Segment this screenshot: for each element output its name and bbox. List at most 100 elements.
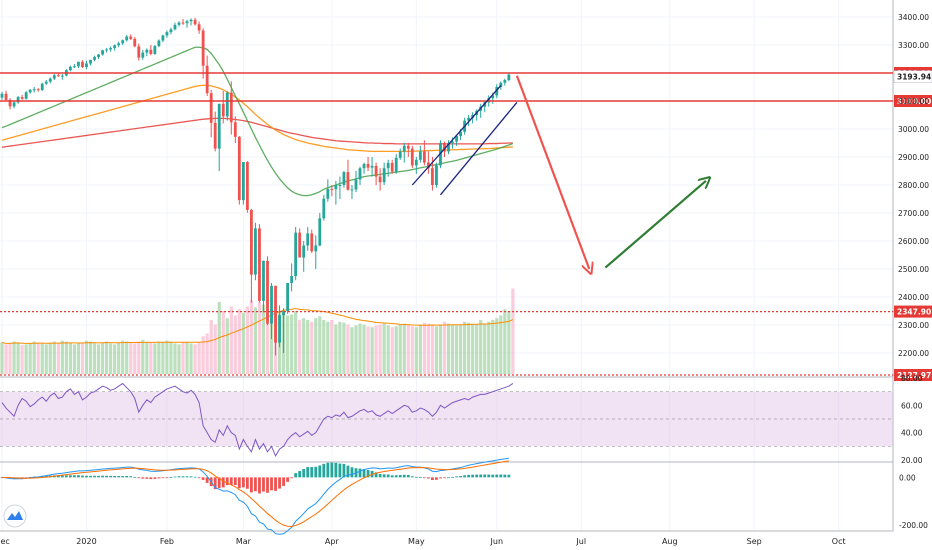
candle [237,136,241,205]
volume-bar [141,339,145,374]
volume-bar [326,321,330,374]
volume-bar [302,318,306,374]
volume-bar [32,341,36,374]
volume-bar [12,341,16,374]
candle [503,78,507,86]
volume-bar [471,323,475,374]
volume-bar [511,288,515,374]
volume-bar [362,324,366,374]
macd-histogram-bar [475,474,479,478]
candle [73,64,76,68]
candle [322,194,326,221]
macd-histogram-bar [431,477,434,481]
macd-histogram-bar [422,477,426,479]
volume-bar [458,324,463,374]
volume-bar [84,340,89,374]
macd-histogram-bar [374,472,378,478]
volume-bar [233,315,237,374]
candle [298,228,302,258]
rsi-tick-label: 40.00 [901,429,923,438]
candle [342,171,346,188]
tradingview-logo[interactable] [3,504,27,528]
macd-histogram-bar [258,477,261,494]
candle [426,151,430,174]
volume-bar [414,327,418,374]
candle [338,176,342,199]
candle [410,145,414,169]
price-tick-label: 2900.00 [898,153,929,162]
macd-histogram-bar [249,477,253,493]
candle [499,81,503,90]
volume-bar [16,342,20,374]
macd-histogram-bar [298,471,302,478]
macd-histogram-bar [414,476,418,478]
candle [93,55,96,62]
candle [262,260,265,313]
volume-bar [438,324,443,374]
macd-histogram-bar [85,475,88,478]
volume-bar [434,326,439,374]
macd-histogram-bar [266,477,269,493]
price-tick-label: 3400.00 [898,13,929,22]
date-tick-label: Aug [662,537,678,546]
macd-histogram-bar [410,476,414,478]
volume-bar [358,323,362,374]
macd-histogram-bar [342,463,346,478]
volume-bar [8,343,12,374]
forecast-arrows [515,75,706,269]
candle [109,46,113,52]
candle [435,162,438,188]
candle [386,159,390,177]
macd-histogram-bar [149,477,153,480]
macd-histogram-bar [382,474,386,478]
candle [145,48,149,57]
macd-histogram-bar [394,475,398,478]
macd-histogram-bar [189,476,193,478]
macd-histogram-bar [262,477,265,492]
volume-bar [366,326,370,374]
candle [52,74,56,80]
ref-price-label: 2347.90 [897,308,931,317]
volume-bar [237,309,241,374]
candle [40,82,44,91]
forecast-arrow-down [515,75,589,269]
price-tick-label: 3000.00 [898,125,929,134]
volume-bar [294,311,298,374]
volume-bar [298,320,302,374]
macd-histogram-bar [467,474,471,478]
volume-bar [398,324,402,374]
macd-line [1,457,509,535]
volume-bar [503,309,507,374]
volume-bar [446,323,451,374]
volume-bar [193,344,197,374]
volume-bar [181,342,185,374]
macd-histogram-bar [181,476,185,478]
volume-bar [354,325,358,374]
macd-histogram-bar [169,476,173,478]
ref-price-tag [894,305,932,318]
date-tick-label: Dec [0,537,10,546]
time-axis[interactable]: Dec 2020 Feb Mar Apr May Jun Jul Aug Sep Oct [0,537,846,546]
macd-histogram-bar [455,476,458,478]
price-axis[interactable]: 2200.00 2300.00 2400.00 2500.00 2600.00 2700.… [898,13,929,530]
candle [36,88,40,92]
candle [406,143,410,157]
macd-histogram-bar [73,475,76,478]
volume-bar [72,344,77,374]
volume-bar [374,325,378,374]
macd-histogram-bar [338,463,342,478]
price-tick-label: 3300.00 [898,41,929,50]
candle [233,116,237,143]
volume-bar [56,343,60,374]
volume-bar [442,321,447,374]
rsi-tick-label: 60.00 [901,401,923,410]
candle [274,285,277,356]
volume-bar [177,344,181,374]
candle [314,235,318,269]
volume-bar [169,341,173,374]
macd-histogram-bar [121,476,125,478]
candle [245,161,249,213]
volume-bar [378,324,382,374]
volume-bar [157,341,161,374]
